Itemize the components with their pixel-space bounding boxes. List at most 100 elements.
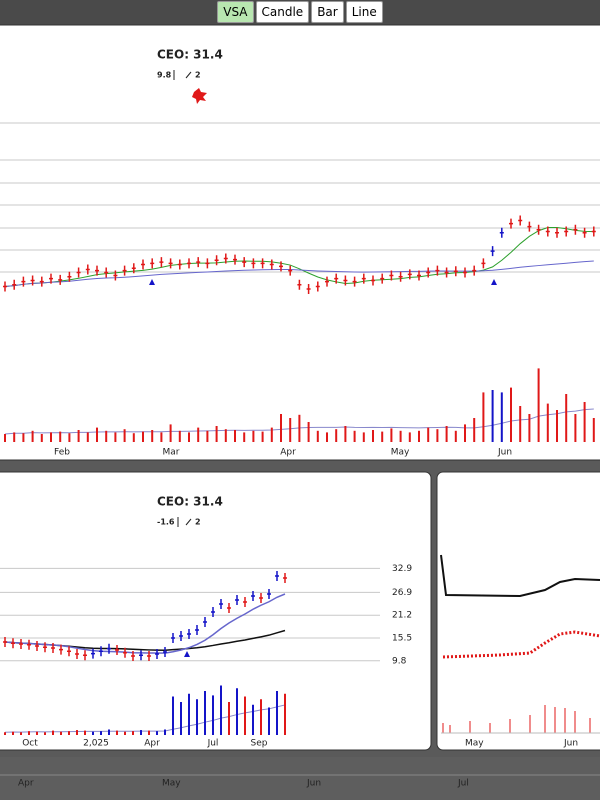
price-bar: [315, 281, 320, 292]
price-bar: [141, 259, 145, 270]
volume-bar: [196, 699, 198, 735]
price-bar: [536, 224, 541, 235]
volume-bar: [390, 428, 393, 442]
price-bar: [168, 258, 173, 269]
price-bar: [389, 270, 394, 281]
volume-bar: [12, 731, 14, 735]
volume-bar: [105, 430, 108, 442]
volume-bar: [76, 730, 78, 735]
price-bar: [527, 221, 532, 232]
price-bar: [113, 270, 118, 281]
price-bar: [187, 258, 191, 269]
x-label: Apr: [280, 448, 296, 458]
price-bar: [27, 639, 31, 650]
volume-bar: [4, 732, 6, 735]
price-bar: [251, 591, 255, 601]
price-bar: [490, 246, 495, 257]
x-label: May: [391, 448, 410, 458]
volume-bar: [96, 427, 98, 442]
volume-bar: [399, 430, 402, 442]
overview-volume: [442, 705, 591, 733]
price-bar: [297, 279, 302, 290]
volume-bar: [108, 729, 110, 735]
price-bar: [227, 603, 231, 613]
volume-bar: [68, 731, 70, 735]
volume-bar: [546, 403, 549, 442]
price-bar: [115, 645, 119, 655]
volume-bar: [36, 731, 38, 735]
volume-bar: [188, 432, 190, 442]
stat: -1.6: [157, 518, 175, 527]
chart-type-button[interactable]: Bar: [311, 1, 344, 23]
price-bar: [243, 597, 247, 607]
price-bar: [509, 218, 513, 229]
volume-bar: [169, 424, 172, 442]
x-label: 2,025: [83, 739, 109, 749]
stat: 2: [195, 518, 201, 527]
volume-bar: [276, 691, 278, 735]
price-bar: [426, 267, 431, 278]
volume-bar: [140, 730, 142, 735]
price-bar: [58, 274, 63, 285]
overview-line: [440, 554, 600, 598]
y-tick-label: 32.9: [392, 564, 412, 574]
volume-bar: [454, 430, 457, 442]
price-bar: [159, 257, 164, 268]
price-bar: [39, 276, 44, 287]
price-bar: [545, 226, 550, 237]
price-bar: [150, 258, 155, 269]
price-bar: [85, 264, 90, 275]
volume-bar: [188, 693, 190, 735]
volume-bar: [556, 410, 558, 442]
volume-bar: [100, 731, 102, 735]
volume-bar: [204, 691, 206, 735]
volume-bar: [592, 418, 595, 442]
price-bar: [564, 226, 569, 237]
volume-bar: [180, 702, 182, 735]
price-bar: [43, 642, 47, 653]
volume-bar: [500, 392, 503, 442]
price-bar: [555, 227, 559, 238]
chart-type-button[interactable]: Candle: [255, 1, 310, 23]
main-panel: [0, 24, 600, 461]
volume-bar: [20, 732, 22, 735]
price-bar: [163, 647, 167, 657]
price-bar: [91, 648, 95, 659]
price-bar: [67, 271, 72, 282]
timeline: [0, 757, 600, 800]
signal-icon: [192, 88, 207, 104]
volume-bar: [326, 432, 328, 442]
price-bar: [21, 276, 26, 287]
panel-3[interactable]: [436, 471, 600, 751]
volume-bar: [260, 699, 262, 735]
moving-average: [4, 226, 594, 288]
chart-type-button[interactable]: VSA: [217, 1, 254, 23]
volume-bar: [565, 394, 568, 442]
price-bar: [371, 275, 375, 286]
price-bar: [260, 258, 265, 269]
y-tick-label: 26.9: [392, 588, 412, 598]
price-bar: [334, 273, 339, 284]
volume-bar: [164, 729, 166, 735]
signal-marker: [184, 651, 190, 657]
volume-bar: [60, 731, 62, 735]
price-bar: [12, 279, 17, 290]
volume-bar: [236, 688, 238, 735]
volume-bar: [86, 432, 89, 442]
volume-bar: [445, 426, 448, 442]
price-bar: [196, 257, 201, 268]
volume-bar: [436, 429, 439, 442]
volume-bar: [482, 392, 485, 442]
price-bar: [325, 276, 329, 287]
price-bar: [242, 257, 247, 268]
volume-bar: [289, 418, 292, 442]
chart-type-button[interactable]: Line: [345, 1, 383, 23]
panel-2[interactable]: [0, 471, 432, 751]
price-label: CEO: 31.4: [157, 495, 223, 509]
volume-bar: [215, 426, 218, 442]
x-label: May: [465, 739, 484, 749]
price-bar: [352, 276, 357, 287]
volume-bar: [28, 731, 30, 735]
price-bar: [49, 273, 53, 284]
volume-bar: [298, 414, 301, 442]
